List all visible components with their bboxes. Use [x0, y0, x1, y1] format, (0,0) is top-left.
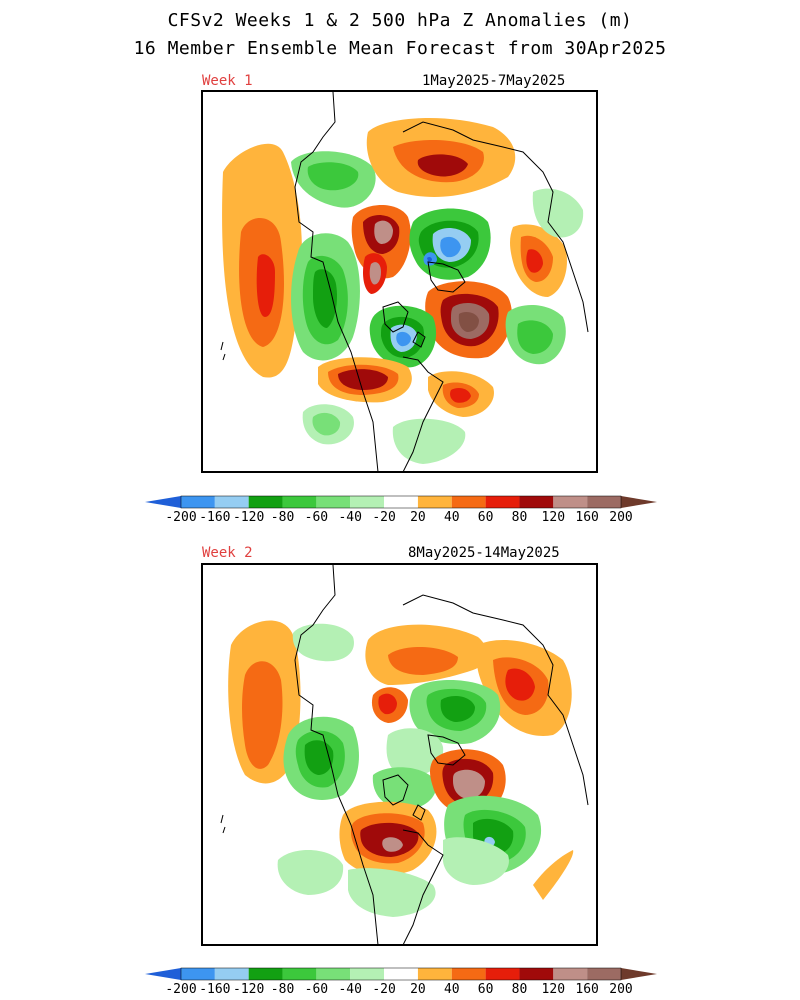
colorbar-week2-swatches [145, 967, 657, 981]
colorbar-swatch [621, 496, 657, 508]
colorbar-tick-label: 160 [575, 982, 599, 997]
colorbar-tick-label: 40 [443, 982, 460, 997]
colorbar-swatch [587, 968, 621, 980]
colorbar-swatch [519, 496, 554, 508]
map-week1-field [220, 92, 589, 471]
colorbar-swatch [384, 968, 418, 980]
colorbar-week2-ticks: -200 -160 -120 -80 -60 -40 -20 20 40 60 80 120 160 20… [145, 982, 657, 1000]
colorbar-tick-label: -160 [199, 982, 231, 997]
colorbar-tick-label: 60 [477, 510, 494, 525]
colorbar-swatch [214, 496, 249, 508]
colorbar-swatch [181, 968, 215, 980]
colorbar-week1-ticks: -200 -160 -120 -80 -60 -40 -20 20 40 60 80 120 160 20… [145, 510, 657, 528]
colorbar-swatch [553, 496, 588, 508]
colorbar-tick-label: -120 [233, 982, 265, 997]
colorbar-swatch [519, 968, 554, 980]
colorbar-swatch [282, 968, 317, 980]
colorbar-week1 [145, 493, 657, 511]
colorbar-tick-label: 120 [541, 510, 566, 525]
colorbar-tick-label: -200 [165, 982, 197, 997]
figure-title-line1: CFSv2 Weeks 1 & 2 500 hPa Z Anomalies (m… [167, 10, 633, 31]
panel-week2-dates: 8May2025-14May2025 [408, 545, 560, 561]
map-week1 [201, 90, 598, 473]
colorbar-swatch [485, 496, 520, 508]
colorbar-swatch [417, 968, 452, 980]
map-week2-field [220, 565, 589, 944]
colorbar-tick-label: 40 [443, 510, 460, 525]
map-week2 [201, 563, 598, 946]
colorbar-week2 [145, 965, 657, 983]
colorbar-tick-label: 20 [410, 510, 426, 525]
colorbar-swatch [145, 496, 181, 508]
colorbar-tick-label: -40 [338, 982, 362, 997]
colorbar-tick-label: -160 [199, 510, 231, 525]
colorbar-swatch [485, 968, 520, 980]
colorbar-swatch [145, 968, 181, 980]
colorbar-swatch [316, 968, 351, 980]
colorbar-swatch [553, 968, 588, 980]
colorbar-tick-label: 200 [609, 510, 633, 525]
colorbar-swatch [350, 496, 385, 508]
colorbar-tick-label: -20 [372, 982, 396, 997]
colorbar-swatch [451, 968, 486, 980]
colorbar-tick-label: 20 [410, 982, 426, 997]
colorbar-swatch [417, 496, 452, 508]
colorbar-swatch [248, 968, 283, 980]
colorbar-tick-label: -60 [304, 982, 329, 997]
colorbar-tick-label: -120 [233, 510, 265, 525]
colorbar-tick-label: -40 [338, 510, 362, 525]
colorbar-tick-label: -20 [372, 510, 396, 525]
figure-title-line2: 16 Member Ensemble Mean Forecast from 30… [133, 38, 667, 59]
panel-week2-label: Week 2 [202, 545, 253, 561]
colorbar-tick-label: -200 [165, 510, 197, 525]
colorbar-tick-label: 60 [477, 982, 494, 997]
colorbar-swatch [248, 496, 283, 508]
colorbar-tick-label: 200 [609, 982, 633, 997]
colorbar-swatch [316, 496, 351, 508]
colorbar-tick-label: -80 [270, 510, 295, 525]
colorbar-swatch [350, 968, 385, 980]
colorbar-swatch [384, 496, 418, 508]
colorbar-swatch [451, 496, 486, 508]
colorbar-tick-label: 160 [575, 510, 599, 525]
colorbar-tick-label: -60 [304, 510, 329, 525]
panel-week1-dates: 1May2025-7May2025 [422, 73, 566, 89]
colorbar-tick-label: 80 [511, 510, 528, 525]
colorbar-tick-label: 120 [541, 982, 566, 997]
colorbar-swatch [214, 968, 249, 980]
colorbar-tick-label: 80 [511, 982, 528, 997]
colorbar-tick-label: -80 [270, 982, 295, 997]
colorbar-week1-swatches [145, 495, 657, 509]
colorbar-swatch [621, 968, 657, 980]
colorbar-swatch [587, 496, 621, 508]
panel-week1-label: Week 1 [202, 73, 253, 89]
colorbar-swatch [181, 496, 215, 508]
colorbar-swatch [282, 496, 317, 508]
